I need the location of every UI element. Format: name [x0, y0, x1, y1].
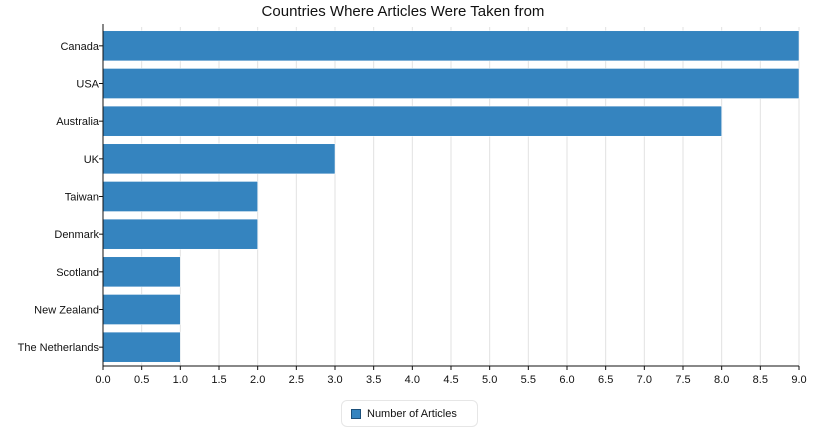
x-axis-ticks: 0.0 0.5 1.0 1.5 2.0 2.5 3.0 3.5 4.0 4.5 5.0 5.5 6.0 6…: [95, 366, 807, 386]
bar: [102, 68, 800, 99]
x-tick-label: 6.5: [598, 374, 613, 386]
x-tick-label: 7.5: [675, 374, 690, 386]
x-tick-label: 2.0: [250, 374, 265, 386]
bar: [102, 331, 181, 363]
legend[interactable]: Number of Articles: [341, 400, 478, 427]
y-category-label: Denmark: [54, 229, 99, 241]
x-tick-label: 9.0: [791, 374, 806, 386]
y-category-label: USA: [76, 79, 99, 91]
y-category-label: Taiwan: [65, 192, 99, 204]
bar: [102, 30, 800, 62]
x-tick-label: 0.5: [134, 374, 149, 386]
legend-swatch: [351, 408, 361, 419]
legend-label: Number of Articles: [367, 407, 457, 420]
x-tick-label: 6.0: [559, 374, 574, 386]
x-tick-label: 2.5: [289, 374, 304, 386]
x-tick-label: 4.5: [443, 374, 458, 386]
x-tick-label: 0.0: [95, 374, 110, 386]
y-category-label: Canada: [60, 41, 99, 53]
y-category-label: The Netherlands: [18, 342, 100, 354]
y-category-label: Scotland: [56, 267, 99, 279]
bar: [102, 181, 258, 212]
y-category-label: New Zealand: [34, 305, 99, 317]
bar: [102, 294, 181, 325]
bar: [102, 218, 258, 250]
y-category-label: UK: [84, 154, 100, 166]
x-tick-label: 8.5: [753, 374, 768, 386]
x-tick-label: 5.5: [521, 374, 536, 386]
x-tick-label: 3.5: [366, 374, 381, 386]
bar: [102, 143, 336, 175]
x-tick-label: 8.0: [714, 374, 729, 386]
x-tick-label: 1.5: [211, 374, 226, 386]
bars: [102, 30, 800, 363]
x-tick-label: 7.0: [637, 374, 652, 386]
bar: [102, 256, 181, 288]
x-tick-label: 5.0: [482, 374, 497, 386]
chart-title: Countries Where Articles Were Taken from: [262, 3, 545, 20]
bar: [102, 105, 722, 137]
x-tick-label: 3.0: [327, 374, 342, 386]
x-tick-label: 4.0: [405, 374, 420, 386]
y-category-label: Australia: [56, 116, 100, 128]
x-tick-label: 1.0: [173, 374, 188, 386]
y-axis-categories: Canada USA Australia UK Taiwan Denmark Scotlan…: [18, 41, 103, 354]
